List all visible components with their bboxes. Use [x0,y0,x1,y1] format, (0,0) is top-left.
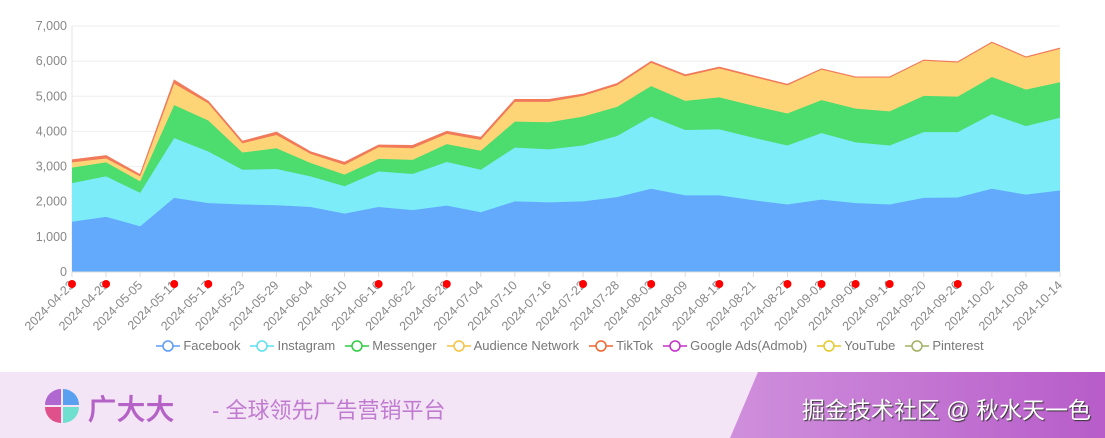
legend-line-circle-icon [817,339,842,352]
legend-item-google-ads-admob-[interactable]: Google Ads(Admob) [663,338,807,353]
stacked-area-chart: 0 1,000 2,000 3,000 4,000 5,000 6,000 7,000 202… [22,19,1065,333]
y-tick-label: 1,000 [36,230,67,244]
date-marker-dot [885,280,894,288]
area-messenger [72,76,1060,193]
legend-label: Messenger [372,338,437,353]
y-axis: 0 1,000 2,000 3,000 4,000 5,000 6,000 7,000 [36,19,73,279]
date-marker-dot [783,280,792,288]
series-areas [71,41,1061,272]
area-audience-network [72,42,1060,182]
chart-legend: Facebook Instagram Messenger Audience Netwo… [0,338,1105,353]
footer-banner: 广大大 - 全球领先广告营销平台 掘金技术社区 @ 秋水天一色 [0,372,1105,438]
date-marker-dot [579,280,588,288]
legend-line-circle-icon [905,339,930,352]
y-tick-label: 2,000 [36,195,67,209]
date-marker-dot [170,280,179,288]
brand-slogan: - 全球领先广告营销平台 [212,398,446,423]
banner-accent [730,372,1105,438]
y-tick-label: 0 [60,265,67,279]
y-tick-label: 7,000 [36,19,67,33]
legend-item-facebook[interactable]: Facebook [156,338,240,353]
legend-item-audience-network[interactable]: Audience Network [446,338,580,353]
legend-item-youtube[interactable]: YouTube [817,338,895,353]
legend-label: Google Ads(Admob) [690,338,808,353]
legend-line-circle-icon [589,339,614,352]
date-marker-dot [851,280,860,288]
line-tiktok [71,41,1061,176]
date-marker-dot [647,280,656,288]
watermark-credit: 掘金技术社区 @ 秋水天一色 [801,397,1091,423]
y-tick-label: 4,000 [36,124,67,138]
legend-label: Pinterest [932,338,984,353]
legend-line-circle-icon [663,339,688,352]
brand-name: 广大大 [88,394,176,425]
date-marker-dot [715,280,724,288]
brand-logo-icon [45,389,79,423]
legend-label: Instagram [277,338,336,353]
y-tick-label: 6,000 [36,54,67,68]
legend-item-messenger[interactable]: Messenger [345,338,437,353]
y-tick-label: 3,000 [36,160,67,174]
date-marker-dot [953,280,962,288]
legend-item-instagram[interactable]: Instagram [250,338,335,353]
legend-item-tiktok[interactable]: TikTok [589,338,653,353]
date-marker-dot [817,280,826,288]
legend-label: Audience Network [473,338,580,353]
legend-label: Facebook [183,338,241,353]
area-facebook [72,188,1060,272]
area-instagram [72,114,1060,227]
date-marker-dot [68,280,76,288]
date-markers [68,280,962,288]
x-axis: 2024-04-232024-04-292024-05-052024-05-11… [22,271,1065,333]
date-marker-dot [442,280,451,288]
date-marker-dot [374,280,383,288]
legend-label: TikTok [616,338,654,353]
legend-line-circle-icon [345,339,370,352]
date-marker-dot [102,280,111,288]
legend-line-circle-icon [156,339,181,352]
legend-label: YouTube [844,338,896,353]
legend-line-circle-icon [250,339,275,352]
y-tick-label: 5,000 [36,89,67,103]
legend-line-circle-icon [446,339,471,352]
legend-item-pinterest[interactable]: Pinterest [905,338,984,353]
date-marker-dot [204,280,213,288]
